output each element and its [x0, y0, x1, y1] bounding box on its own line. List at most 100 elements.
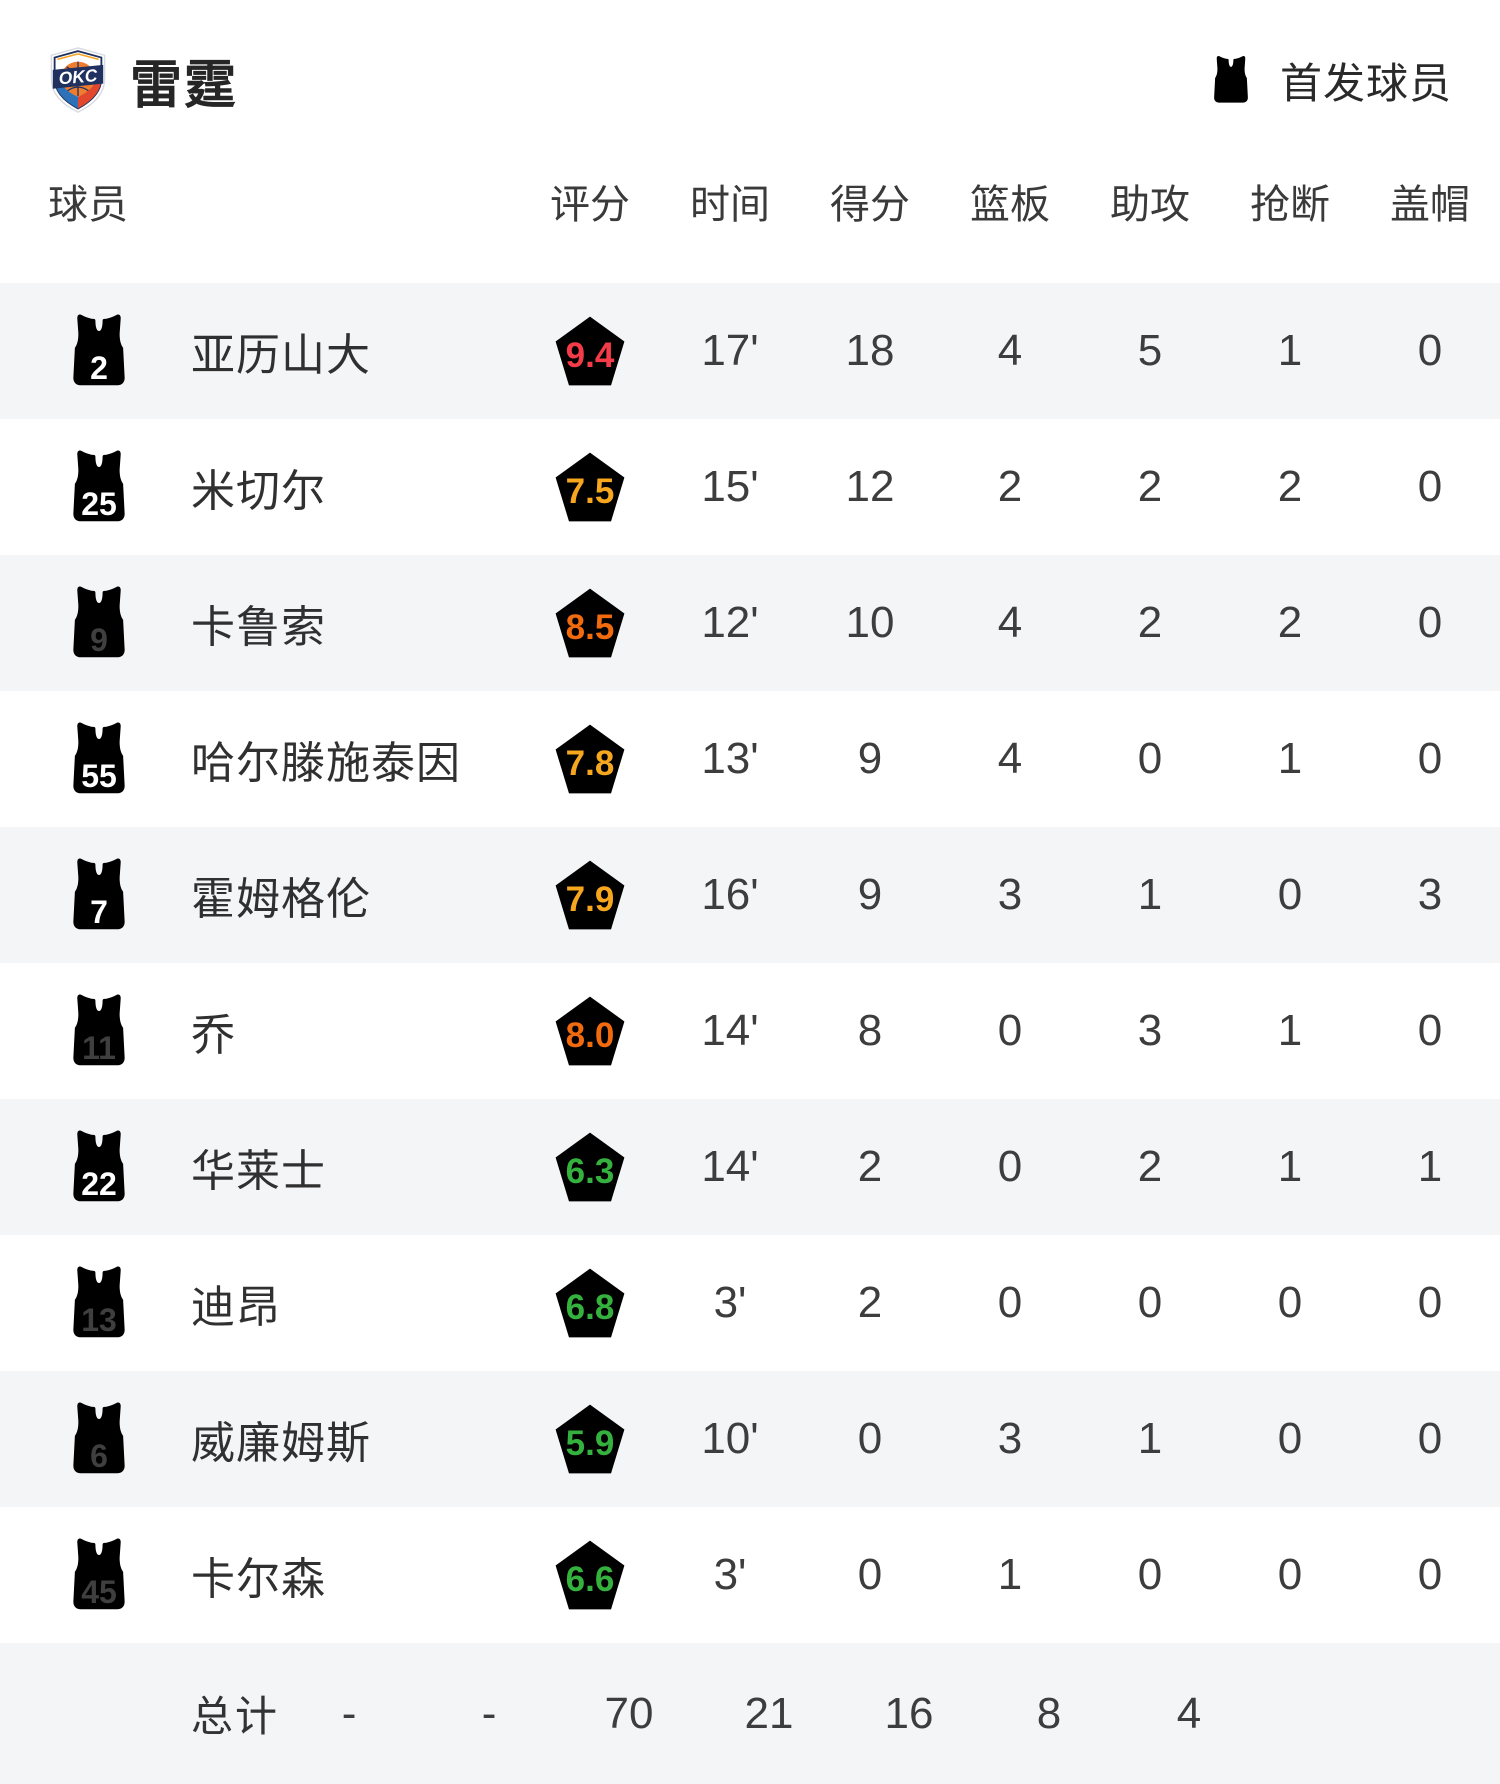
stat-time: 12': [701, 598, 759, 647]
totals-row: 总计 - - 70 21 16 8 4: [0, 1643, 1500, 1784]
stat-blocks: 0: [1417, 326, 1443, 375]
player-row[interactable]: 55 哈尔滕施泰因 7.8 13' 9 4 0 1 0: [0, 691, 1500, 827]
column-header-steals: 抢断: [1250, 182, 1330, 227]
stat-blocks: 0: [1417, 1550, 1443, 1599]
total-rebounds: 21: [744, 1688, 794, 1738]
jersey-icon: 45: [60, 1537, 138, 1613]
player-name: 哈尔滕施泰因: [191, 739, 461, 788]
player-name: 乔: [191, 1011, 236, 1060]
stat-steals: 0: [1277, 1278, 1303, 1327]
stat-steals: 1: [1277, 1142, 1303, 1191]
stat-blocks: 0: [1417, 1414, 1443, 1463]
player-row[interactable]: 22 华莱士 6.3 14' 2 0 2 1 1: [0, 1099, 1500, 1235]
stat-rebounds: 4: [997, 598, 1023, 647]
player-row[interactable]: 7 霍姆格伦 7.9 16' 9 3 1 0 3: [0, 827, 1500, 963]
stat-points: 9: [857, 734, 883, 783]
stat-time: 14': [701, 1006, 759, 1055]
stat-rebounds: 0: [997, 1006, 1023, 1055]
jersey-number: 6: [90, 1438, 108, 1474]
player-name: 卡鲁索: [191, 603, 326, 652]
player-row[interactable]: 13 迪昂 6.8 3' 2 0 0 0 0: [0, 1235, 1500, 1371]
stat-time: 3': [713, 1278, 747, 1327]
total-rating: -: [341, 1688, 357, 1738]
stat-rebounds: 4: [997, 734, 1023, 783]
rating-value: 8.5: [565, 608, 615, 647]
stat-time: 16': [701, 870, 759, 919]
stat-assists: 0: [1137, 734, 1163, 783]
stat-blocks: 1: [1417, 1142, 1443, 1191]
rating-badge: 8.0: [547, 988, 633, 1074]
stat-time: 13': [701, 734, 759, 783]
jersey-number: 7: [90, 894, 108, 930]
stat-points: 8: [857, 1006, 883, 1055]
player-row[interactable]: 6 威廉姆斯 5.9 10' 0 3 1 0 0: [0, 1371, 1500, 1507]
jersey-icon: 13: [60, 1265, 138, 1341]
player-name: 卡尔森: [191, 1555, 326, 1604]
stat-points: 2: [857, 1142, 883, 1191]
jersey-icon: 55: [60, 721, 138, 797]
totals-label: 总计: [191, 1693, 280, 1740]
stat-time: 15': [701, 462, 759, 511]
stats-table: 2 亚历山大 9.4 17' 18 4 5 1 0 25 米切尔 7.5: [0, 283, 1500, 1643]
jersey-number: 2: [90, 350, 108, 386]
jersey-number: 11: [82, 1030, 116, 1066]
stat-steals: 2: [1277, 598, 1303, 647]
stat-points: 10: [845, 598, 895, 647]
rating-badge: 6.6: [547, 1532, 633, 1618]
jersey-icon: 22: [60, 1129, 138, 1205]
rating-value: 9.4: [565, 336, 615, 375]
rating-value: 5.9: [565, 1424, 615, 1463]
stat-assists: 3: [1137, 1006, 1163, 1055]
total-assists: 16: [884, 1688, 934, 1738]
stat-steals: 1: [1277, 734, 1303, 783]
stat-rebounds: 1: [997, 1550, 1023, 1599]
stat-steals: 2: [1277, 462, 1303, 511]
player-name: 华莱士: [191, 1147, 326, 1196]
stat-points: 18: [845, 326, 895, 375]
stat-points: 0: [857, 1550, 883, 1599]
player-row[interactable]: 45 卡尔森 6.6 3' 0 1 0 0 0: [0, 1507, 1500, 1643]
stat-points: 9: [857, 870, 883, 919]
player-name: 亚历山大: [191, 331, 371, 380]
jersey-number: 22: [81, 1166, 117, 1202]
team-header: OKC 雷霆 首发球员: [0, 0, 1500, 118]
column-header-rebounds: 篮板: [970, 182, 1050, 227]
stat-points: 12: [845, 462, 895, 511]
stat-assists: 0: [1137, 1278, 1163, 1327]
total-blocks: 4: [1176, 1688, 1202, 1738]
stat-blocks: 0: [1417, 1006, 1443, 1055]
column-header-player: 球员: [48, 182, 128, 227]
jersey-icon: 2: [60, 313, 138, 389]
player-row[interactable]: 2 亚历山大 9.4 17' 18 4 5 1 0: [0, 283, 1500, 419]
stat-assists: 1: [1137, 870, 1163, 919]
stat-blocks: 0: [1417, 1278, 1443, 1327]
stat-steals: 1: [1277, 326, 1303, 375]
stat-steals: 0: [1277, 1414, 1303, 1463]
starter-jersey-icon: [1208, 55, 1254, 105]
stat-points: 0: [857, 1414, 883, 1463]
player-row[interactable]: 25 米切尔 7.5 15' 12 2 2 2 0: [0, 419, 1500, 555]
team-name: 雷霆: [130, 56, 239, 115]
rating-value: 6.3: [565, 1152, 615, 1191]
rating-badge: 9.4: [547, 308, 633, 394]
jersey-icon: 11: [60, 993, 138, 1069]
stat-assists: 0: [1137, 1550, 1163, 1599]
jersey-number: 25: [81, 486, 117, 522]
stat-blocks: 0: [1417, 734, 1443, 783]
rating-badge: 7.5: [547, 444, 633, 530]
rating-value: 7.9: [565, 880, 615, 919]
stat-rebounds: 4: [997, 326, 1023, 375]
rating-badge: 7.9: [547, 852, 633, 938]
rating-value: 6.6: [565, 1560, 615, 1599]
stat-blocks: 0: [1417, 598, 1443, 647]
player-row[interactable]: 9 卡鲁索 8.5 12' 10 4 2 2 0: [0, 555, 1500, 691]
total-steals: 8: [1036, 1688, 1062, 1738]
jersey-number: 55: [81, 758, 117, 794]
rating-badge: 7.8: [547, 716, 633, 802]
player-row[interactable]: 11 乔 8.0 14' 8 0 3 1 0: [0, 963, 1500, 1099]
stat-assists: 2: [1137, 462, 1163, 511]
rating-value: 6.8: [565, 1288, 615, 1327]
column-header-assists: 助攻: [1110, 182, 1190, 227]
stat-assists: 2: [1137, 1142, 1163, 1191]
